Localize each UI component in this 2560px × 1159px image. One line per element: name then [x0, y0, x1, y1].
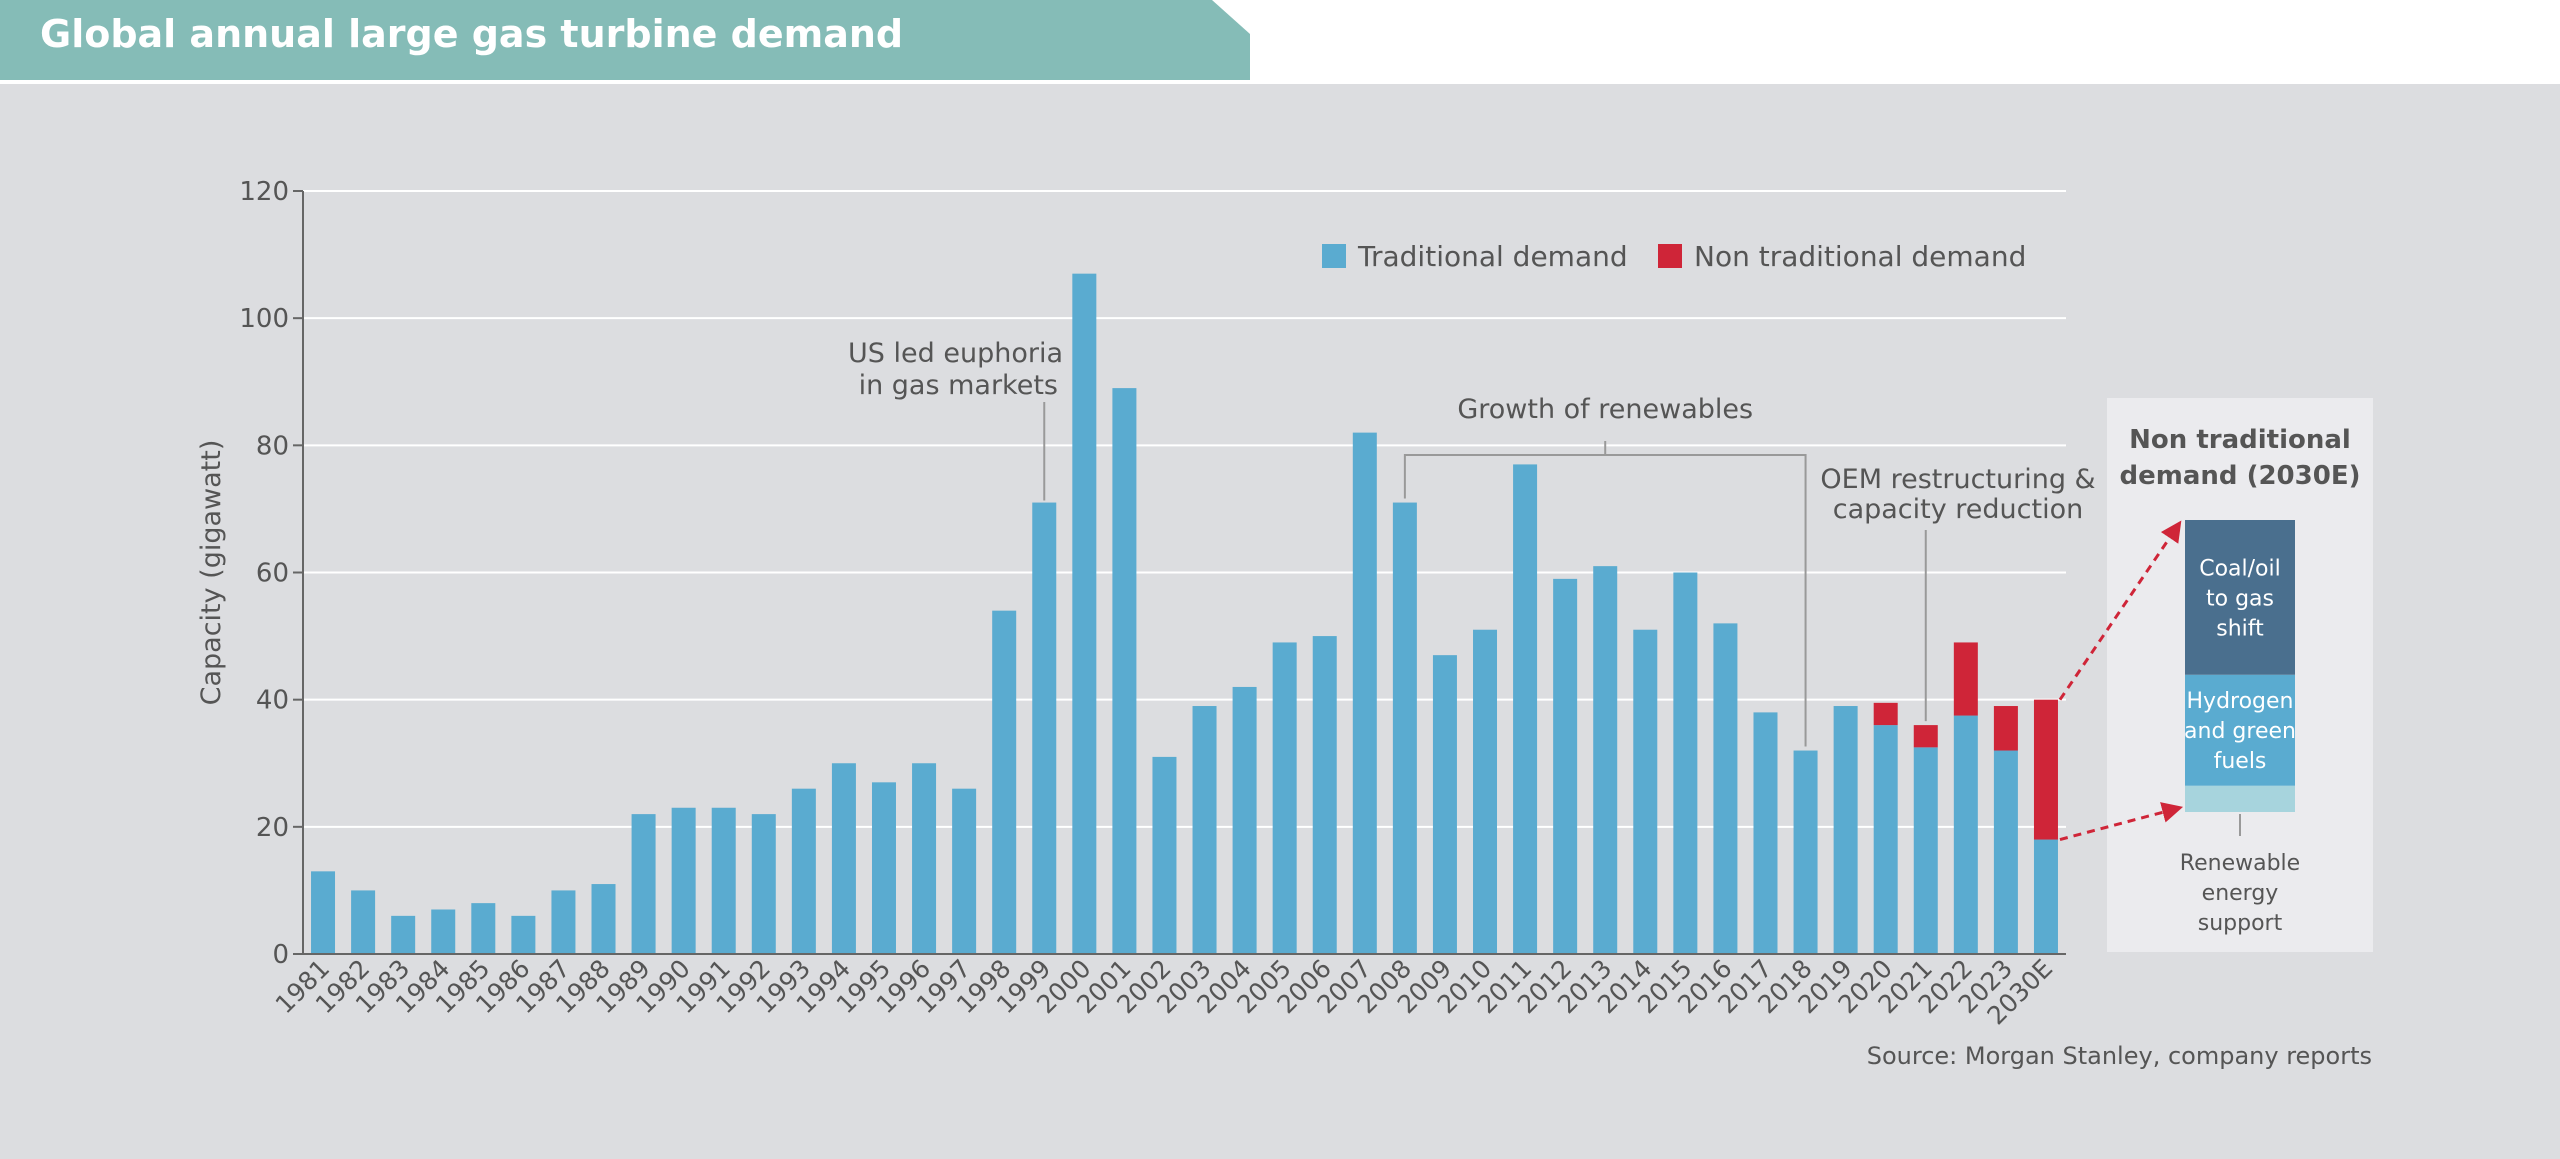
y-tick-label-100: 100	[239, 304, 289, 334]
annotations: US led euphoria in gas markets Growth of…	[848, 338, 2096, 747]
legend-label-traditional: Traditional demand	[1357, 240, 1628, 273]
bar-traditional-2013	[1593, 566, 1618, 954]
bar-traditional-2004	[1232, 686, 1257, 954]
y-tick-label-0: 0	[272, 940, 289, 970]
bar-traditional-2015	[1673, 572, 1698, 954]
inset-stack: Renewable energy support Hydrogen and green f…	[2180, 520, 2300, 936]
legend-label-non-traditional: Non traditional demand	[1694, 240, 2026, 273]
bar-non-traditional-2022	[1953, 642, 1978, 716]
bar-traditional-2005	[1272, 642, 1297, 954]
bar-traditional-1983	[391, 915, 416, 954]
bar-non-traditional-2020	[1873, 702, 1898, 726]
bar-traditional-1999	[1032, 502, 1057, 954]
inset-label-coal-oil-to-gas-shift-0: Coal/oil	[2199, 556, 2281, 581]
inset-title-line2: demand (2030E)	[2120, 461, 2361, 491]
bar-traditional-1993	[791, 788, 816, 954]
bar-traditional-2002	[1152, 756, 1177, 954]
inset-segment-coal-oil-to-gas-shift	[2185, 520, 2295, 675]
inset-label-coal-oil-to-gas-shift-1: to gas	[2206, 586, 2274, 611]
bar-traditional-1988	[591, 884, 616, 954]
bar-traditional-2007	[1352, 432, 1377, 954]
inset-label-coal-oil-to-gas-shift-2: shift	[2216, 616, 2264, 641]
bar-traditional-2030E	[2033, 839, 2058, 954]
inset-arrows	[2058, 520, 2184, 841]
inset-segment-hydrogen-and-green-fuels	[2185, 674, 2295, 786]
bar-traditional-2020	[1873, 725, 1898, 954]
bar-traditional-1995	[871, 782, 896, 954]
y-axis-label: Capacity (gigawatt)	[196, 440, 227, 706]
annotation-oem-line1: OEM restructuring &	[1820, 464, 2095, 495]
bar-traditional-2017	[1753, 712, 1778, 954]
bar-traditional-2009	[1432, 655, 1457, 954]
source-note: Source: Morgan Stanley, company reports	[1867, 1042, 2372, 1070]
inset-panel: Non traditional demand (2030E) Renewable…	[2107, 398, 2373, 952]
bar-traditional-2003	[1192, 706, 1217, 954]
y-tick-label-40: 40	[256, 686, 289, 716]
bar-non-traditional-2021	[1913, 725, 1938, 748]
bar-traditional-1984	[431, 909, 456, 954]
bar-traditional-2008	[1392, 502, 1417, 954]
bar-traditional-2010	[1473, 629, 1498, 954]
title-tab	[0, 0, 1250, 80]
arrow-to-inset-top	[2058, 520, 2182, 701]
annotation-euphoria-line2: in gas markets	[859, 370, 1058, 401]
bar-non-traditional-2023	[1993, 706, 2018, 751]
bar-traditional-2023	[1993, 750, 2018, 954]
y-tick-label-60: 60	[256, 559, 289, 589]
annotation-euphoria-line1: US led euphoria	[848, 338, 1063, 369]
bar-traditional-1991	[711, 807, 736, 954]
bar-traditional-2001	[1112, 388, 1137, 954]
inset-label-hydrogen-and-green-fuels-1: and green	[2184, 719, 2296, 744]
bar-traditional-2000	[1072, 273, 1097, 954]
y-tick-label-20: 20	[256, 813, 289, 843]
bar-traditional-2018	[1793, 750, 1818, 954]
bar-non-traditional-2030E	[2033, 699, 2058, 840]
bar-traditional-1998	[992, 610, 1017, 954]
y-tick-label-80: 80	[256, 431, 289, 461]
bar-traditional-2019	[1833, 706, 1858, 954]
chart-title: Global annual large gas turbine demand	[40, 12, 904, 56]
bar-traditional-1986	[511, 915, 536, 954]
bar-traditional-2006	[1312, 636, 1337, 954]
inset-label-hydrogen-and-green-fuels-2: fuels	[2214, 749, 2267, 774]
bar-traditional-2021	[1913, 747, 1938, 954]
bar-traditional-1981	[311, 871, 336, 954]
inset-label-renewable-energy-support-0: Renewable	[2180, 851, 2300, 876]
bar-traditional-1982	[351, 890, 376, 954]
inset-label-hydrogen-and-green-fuels-0: Hydrogen	[2187, 689, 2294, 714]
inset-label-renewable-energy-support-2: support	[2198, 911, 2283, 936]
annotation-renewables: Growth of renewables	[1457, 394, 1753, 425]
bar-traditional-1989	[631, 814, 656, 954]
bar-traditional-2022	[1953, 715, 1978, 954]
bar-traditional-2011	[1513, 464, 1538, 954]
gridlines	[303, 190, 2066, 828]
bars	[311, 273, 2058, 954]
bar-traditional-1992	[751, 814, 776, 954]
legend-swatch-traditional	[1322, 244, 1346, 268]
y-tick-label-120: 120	[239, 177, 289, 207]
inset-segment-renewable-energy-support	[2185, 785, 2295, 812]
bar-traditional-1996	[912, 763, 937, 954]
bar-traditional-2016	[1713, 623, 1738, 954]
bar-traditional-1994	[831, 763, 856, 954]
arrow-to-inset-bottom	[2059, 802, 2184, 841]
inset-label-renewable-energy-support-1: energy	[2202, 881, 2279, 906]
inset-title-line1: Non traditional	[2129, 425, 2351, 455]
bar-traditional-1987	[551, 890, 576, 954]
legend-swatch-non-traditional	[1658, 244, 1682, 268]
annotation-oem-line2: capacity reduction	[1833, 494, 2084, 525]
bar-traditional-1997	[952, 788, 977, 954]
bar-traditional-2014	[1633, 629, 1658, 954]
bar-traditional-1985	[471, 903, 496, 954]
bar-traditional-2012	[1553, 578, 1578, 954]
legend: Traditional demand Non traditional deman…	[1322, 240, 2026, 273]
bar-traditional-1990	[671, 807, 696, 954]
